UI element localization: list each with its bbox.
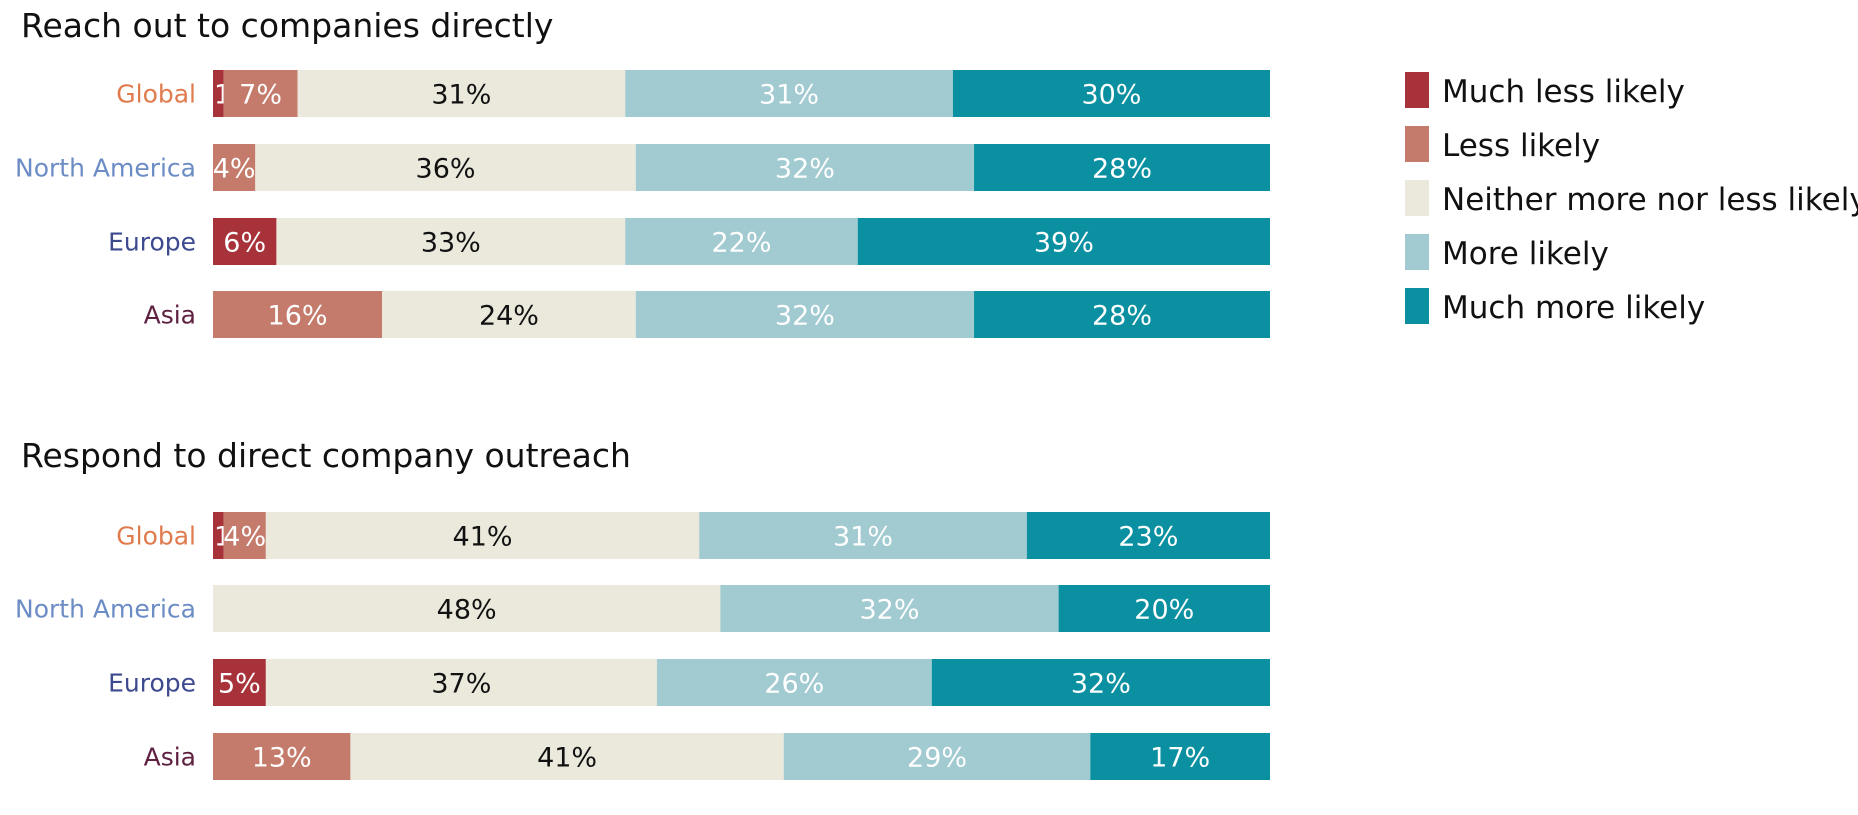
legend-label: Much less likely [1442,74,1685,110]
bar-segment [1090,733,1270,780]
data-label: 33% [421,228,481,259]
data-label: 20% [1134,595,1194,626]
bar-segment [656,659,932,706]
bar-segment [783,733,1091,780]
category-label: Asia [144,301,196,330]
category-label: Asia [144,743,196,772]
legend-swatch [1405,234,1429,270]
bar-segment [931,659,1270,706]
data-label: 32% [859,595,919,626]
bar-segment [382,291,636,338]
bar-segment [974,291,1270,338]
bar-segment [213,70,224,117]
chart-panel-1: Reach out to companies directlyGlobal1%7… [15,6,1270,338]
legend-swatch [1405,126,1429,162]
legend-label: Neither more nor less likely [1442,182,1858,218]
legend-label: More likely [1442,236,1609,272]
bar-segment [1026,512,1270,559]
bar-segment [255,144,636,191]
data-label: 7% [239,80,282,111]
data-label: 16% [268,301,328,332]
bar-segment [297,70,626,117]
legend-swatch [1405,72,1429,108]
data-label: 5% [218,669,261,700]
data-label: 31% [759,80,819,111]
bar-segment [265,659,657,706]
bar-segment [213,218,277,265]
category-label: Europe [108,228,196,257]
bar-segment [952,70,1270,117]
data-label: 32% [775,301,835,332]
bar-segment [974,144,1270,191]
chart-panel-2: Respond to direct company outreach Global… [15,436,1270,780]
legend-swatch [1405,180,1429,216]
category-label: North America [15,154,196,183]
data-label: 17% [1150,743,1210,774]
category-label: Europe [108,669,196,698]
bar-segment [265,512,700,559]
bar-segment [1058,585,1270,632]
data-label: 23% [1118,522,1178,553]
legend-swatch [1405,288,1429,324]
legend-label: Less likely [1442,128,1600,164]
bar-segment [625,70,953,117]
data-label: 31% [431,80,491,111]
data-label: 28% [1092,154,1152,185]
data-label: 32% [775,154,835,185]
bar-segment [350,733,784,780]
data-label: 4% [223,522,266,553]
bar-segment [720,585,1059,632]
bar-segment [213,291,383,338]
bar-segment [223,70,298,117]
data-label: 22% [711,228,771,259]
data-label: 36% [416,154,476,185]
bar-segment [213,144,256,191]
legend: Much less likely Less likely Neither more … [1405,72,1858,326]
data-label: 48% [437,595,497,626]
data-label: 37% [431,669,491,700]
bar-segment [635,144,975,191]
category-label: Global [116,80,196,109]
data-label: 31% [833,522,893,553]
bar-segment [213,585,721,632]
category-label: North America [15,595,196,624]
bar-segment [213,659,266,706]
bar-segment [213,512,224,559]
data-label: 30% [1081,80,1141,111]
bar-segment [625,218,858,265]
legend-label: Much more likely [1442,290,1705,326]
chart-title: Respond to direct company outreach [21,436,631,475]
data-label: 41% [453,522,513,553]
data-label: 39% [1034,228,1094,259]
data-label: 13% [252,743,312,774]
bar-segment [635,291,975,338]
bar-segment [276,218,626,265]
data-label: 4% [213,154,256,185]
data-label: 41% [537,743,597,774]
chart-title: Reach out to companies directly [21,6,553,45]
bar-segment [857,218,1270,265]
data-label: 24% [479,301,539,332]
category-label: Global [116,522,196,551]
data-label: 26% [764,669,824,700]
data-label: 6% [223,228,266,259]
data-label: 32% [1071,669,1131,700]
bar-segment [699,512,1027,559]
data-label: 29% [907,743,967,774]
bar-segment [223,512,266,559]
bar-segment [213,733,351,780]
data-label: 28% [1092,301,1152,332]
